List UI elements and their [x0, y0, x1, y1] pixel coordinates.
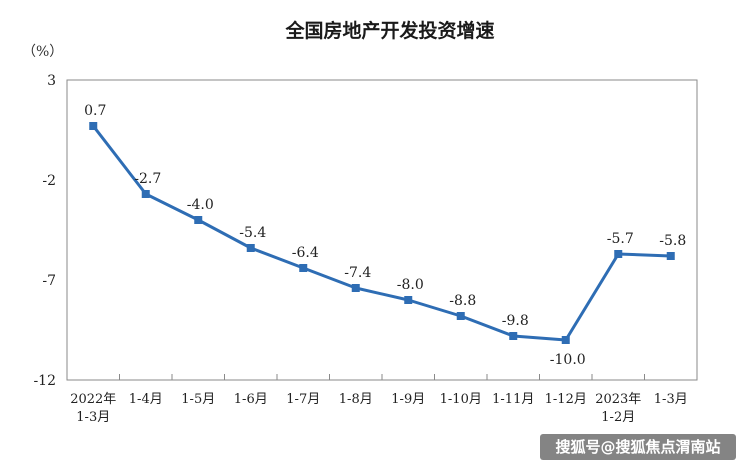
x-tick-label: 1-6月	[234, 392, 268, 407]
chart-title: 全国房地产开发投资增速	[284, 19, 494, 42]
data-label: -8.8	[449, 293, 476, 309]
x-tick-label: 1-8月	[339, 392, 373, 407]
data-label: -4.0	[187, 197, 214, 213]
x-tick-label: 1-9月	[391, 392, 425, 407]
x-tick-label: 1-12月	[545, 392, 587, 407]
watermark-text: 搜狐号@搜狐焦点渭南站	[555, 438, 720, 456]
data-labels: 0.7 -2.7 -4.0 -5.4 -6.4 -7.4 -8.0 -8.8 -9.8 -10.0…	[84, 103, 686, 368]
data-point	[141, 190, 150, 198]
y-tick-label: -12	[33, 373, 56, 389]
x-tick-label: 1-10月	[440, 392, 482, 407]
y-tick-label: 3	[47, 73, 56, 89]
x-axis: 2022年 1-3月 1-4月 1-5月 1-6月 1-7月 1-8月 1-9月 1-10月 1-…	[70, 374, 688, 425]
x-tick-label: 1-4月	[129, 392, 163, 407]
data-point	[404, 296, 413, 304]
watermark: 搜狐号@搜狐焦点渭南站	[540, 434, 736, 460]
y-tick-label: -7	[42, 273, 56, 289]
data-label: -5.7	[607, 231, 634, 247]
data-point	[194, 216, 203, 224]
data-point	[246, 244, 255, 252]
data-point	[614, 250, 623, 258]
data-label: -5.4	[239, 225, 266, 241]
data-label: -6.4	[292, 245, 319, 261]
watermark-background	[540, 434, 736, 460]
x-tick-label: 2022年 1-3月	[70, 392, 116, 425]
data-point	[351, 284, 360, 292]
data-points	[89, 122, 675, 344]
data-label: 0.7	[84, 103, 106, 119]
plot-frame	[66, 79, 698, 381]
data-label: -2.7	[134, 171, 161, 187]
data-point	[666, 252, 675, 260]
data-label: -5.8	[659, 233, 686, 249]
y-axis: 3 -2 -7 -12	[33, 73, 56, 389]
y-tick-label: -2	[42, 173, 56, 189]
x-tick-label: 1-5月	[181, 392, 215, 407]
data-point	[89, 122, 98, 130]
x-tick-label: 1-3月	[654, 392, 688, 407]
series-line	[92, 125, 671, 342]
data-point	[299, 264, 308, 272]
data-point	[561, 336, 570, 344]
y-axis-unit-label: （%）	[22, 44, 63, 60]
data-label: -8.0	[397, 277, 424, 293]
data-label: -10.0	[550, 352, 586, 368]
data-label: -7.4	[344, 265, 371, 281]
data-label: -9.8	[502, 313, 529, 329]
x-tick-label: 2023年 1-2月	[595, 392, 641, 425]
data-point	[509, 332, 518, 340]
x-tick-label: 1-7月	[286, 392, 320, 407]
data-point	[456, 312, 465, 320]
x-tick-label: 1-11月	[492, 392, 534, 407]
